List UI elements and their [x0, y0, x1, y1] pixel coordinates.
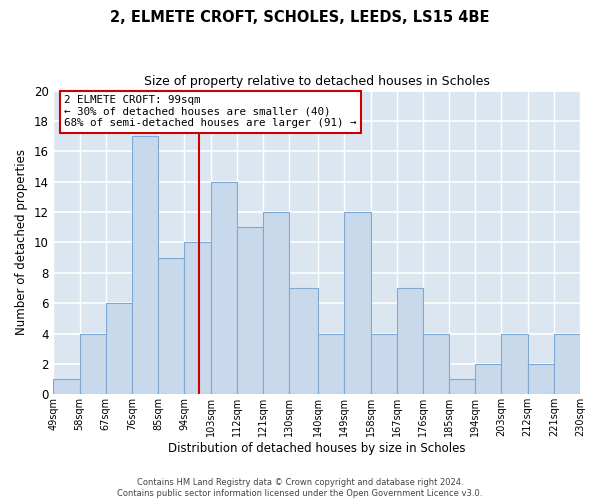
Bar [397, 288, 423, 395]
Text: 2 ELMETE CROFT: 99sqm
← 30% of detached houses are smaller (40)
68% of semi-deta: 2 ELMETE CROFT: 99sqm ← 30% of detached … [64, 95, 356, 128]
Bar [371, 334, 397, 394]
Bar [263, 212, 289, 394]
Bar [449, 379, 475, 394]
Bar [80, 334, 106, 394]
Bar [502, 334, 527, 394]
Bar [211, 182, 237, 394]
Bar [423, 334, 449, 394]
Title: Size of property relative to detached houses in Scholes: Size of property relative to detached ho… [144, 75, 490, 88]
Bar [318, 334, 344, 394]
Bar [53, 379, 80, 394]
Text: Contains HM Land Registry data © Crown copyright and database right 2024.
Contai: Contains HM Land Registry data © Crown c… [118, 478, 482, 498]
Bar [132, 136, 158, 394]
Bar [554, 334, 580, 394]
Text: 2, ELMETE CROFT, SCHOLES, LEEDS, LS15 4BE: 2, ELMETE CROFT, SCHOLES, LEEDS, LS15 4B… [110, 10, 490, 25]
Bar [475, 364, 502, 394]
Y-axis label: Number of detached properties: Number of detached properties [15, 150, 28, 336]
Bar [344, 212, 371, 394]
Bar [237, 227, 263, 394]
Bar [289, 288, 318, 395]
Bar [158, 258, 184, 394]
Bar [527, 364, 554, 394]
Bar [106, 303, 132, 394]
X-axis label: Distribution of detached houses by size in Scholes: Distribution of detached houses by size … [168, 442, 466, 455]
Bar [184, 242, 211, 394]
